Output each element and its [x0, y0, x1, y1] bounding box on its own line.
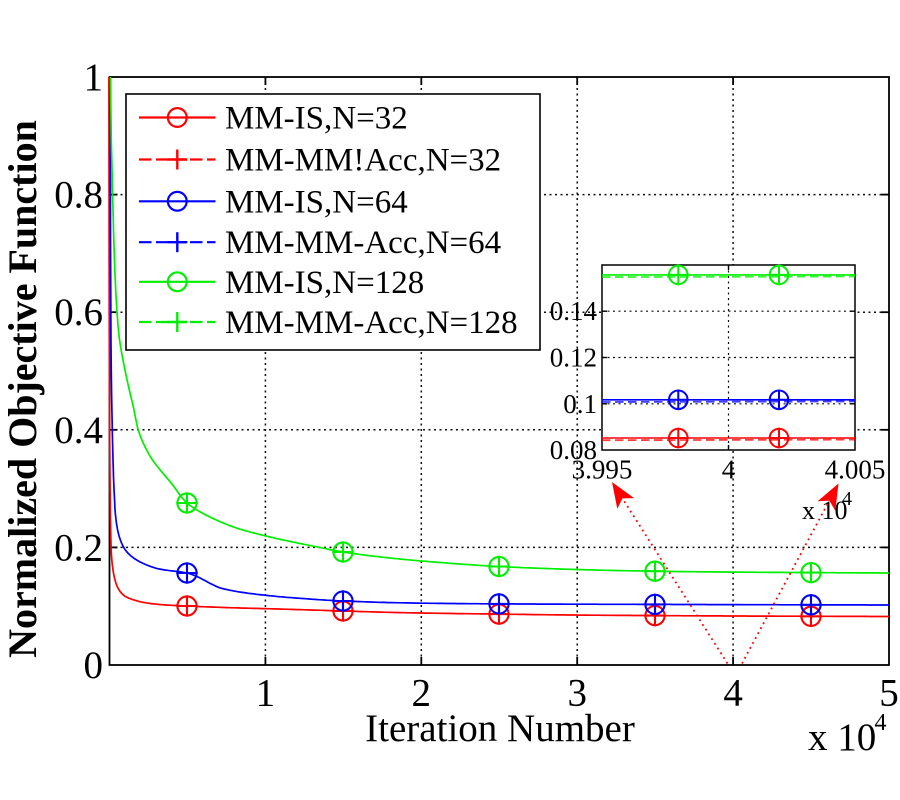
svg-text:0.4: 0.4: [54, 409, 103, 452]
svg-text:x 10: x 10: [808, 716, 876, 759]
svg-text:4.005: 4.005: [825, 455, 886, 485]
svg-text:5: 5: [879, 672, 899, 715]
svg-text:4: 4: [723, 672, 743, 715]
svg-text:0.08: 0.08: [550, 435, 597, 465]
svg-text:0.14: 0.14: [550, 296, 598, 326]
svg-text:MM-IS,N=32: MM-IS,N=32: [225, 101, 408, 137]
svg-text:4: 4: [842, 488, 852, 510]
svg-text:4: 4: [875, 710, 887, 736]
svg-text:4: 4: [722, 455, 736, 485]
svg-text:0.1: 0.1: [563, 389, 597, 419]
svg-text:MM-MM-Acc,N=64: MM-MM-Acc,N=64: [225, 225, 501, 261]
svg-text:MM-MM-Acc,N=128: MM-MM-Acc,N=128: [225, 305, 518, 341]
svg-text:0.6: 0.6: [54, 291, 103, 334]
svg-text:2: 2: [412, 672, 432, 715]
svg-text:1: 1: [256, 672, 276, 715]
svg-text:3: 3: [567, 672, 587, 715]
svg-text:1: 1: [84, 56, 104, 99]
svg-text:Iteration Number: Iteration Number: [365, 707, 635, 750]
svg-text:Normalized Objective Function: Normalized Objective Function: [0, 120, 45, 658]
svg-text:0.8: 0.8: [54, 174, 103, 217]
svg-text:MM-IS,N=128: MM-IS,N=128: [225, 265, 424, 301]
svg-text:MM-MM!Acc,N=32: MM-MM!Acc,N=32: [225, 143, 501, 179]
svg-text:MM-IS,N=64: MM-IS,N=64: [225, 184, 408, 220]
svg-text:0: 0: [84, 644, 104, 687]
svg-text:0.2: 0.2: [54, 526, 103, 569]
svg-text:0.12: 0.12: [550, 343, 597, 373]
svg-text:3.995: 3.995: [572, 455, 633, 485]
